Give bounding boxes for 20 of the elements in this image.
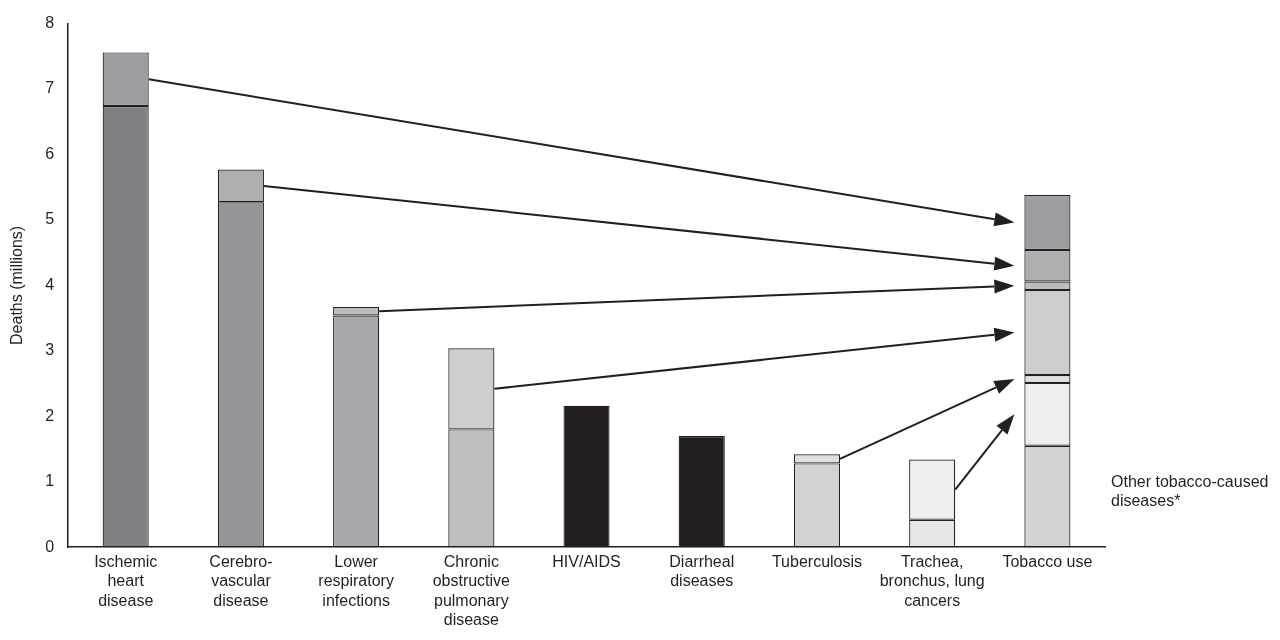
x-tick-label: Cerebro- vascular disease	[209, 553, 273, 609]
y-tick-label: 0	[45, 537, 55, 555]
text: Other tobacco-caused diseases*	[1111, 471, 1269, 510]
x-tick-label: HIV/AIDS	[552, 553, 621, 571]
y-tick-label: 4	[45, 275, 55, 293]
y-tick-label: 8	[45, 14, 55, 32]
x-tick-label: Tobacco use	[1002, 553, 1093, 571]
x-tick-label: Lower respiratory infections	[318, 553, 394, 609]
y-tick-label: 6	[45, 144, 55, 162]
x-tick-label: Ischemic heart disease	[94, 553, 158, 609]
y-tick-label: 2	[45, 406, 55, 424]
x-tick-label: Tuberculosis	[771, 553, 863, 571]
x-tick-label: Diarrheal diseases	[669, 553, 735, 590]
x-tick-label: Trachea, bronchus, lung cancers	[879, 553, 985, 609]
y-tick-label: 7	[45, 79, 55, 97]
x-tick-label: Chronic obstructive pulmonary disease	[432, 553, 511, 628]
y-tick-label: 5	[45, 210, 55, 228]
y-tick-label: 1	[45, 472, 55, 490]
y-axis-title: Deaths (millions)	[8, 225, 26, 345]
y-tick-label: 3	[45, 341, 55, 359]
